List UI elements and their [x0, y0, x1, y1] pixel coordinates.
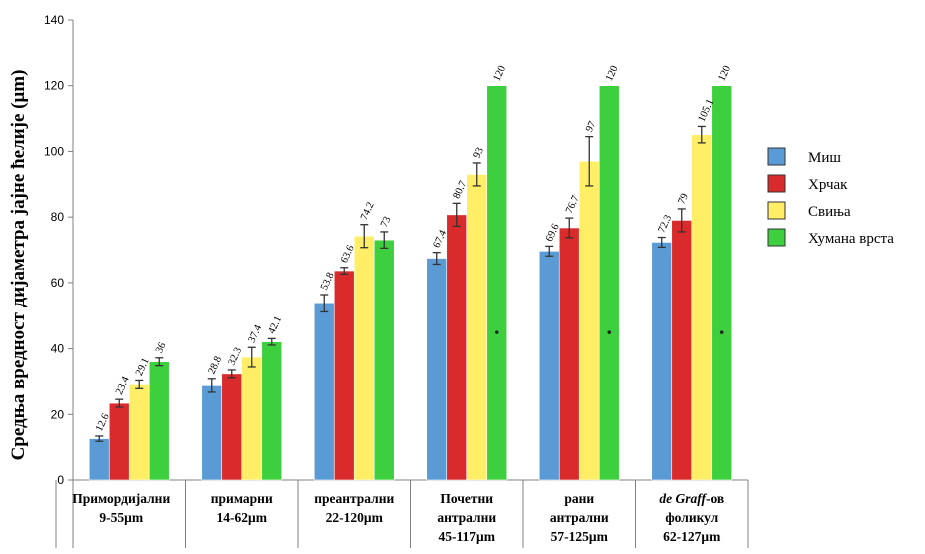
data-label: 120 [716, 64, 733, 83]
data-label: 28.8 [206, 355, 224, 376]
y-tick-label: 140 [44, 13, 64, 27]
bar [691, 134, 713, 481]
y-tick-label: 40 [51, 342, 65, 356]
y-tick-label: 0 [57, 473, 64, 487]
bar [221, 373, 243, 481]
bar [486, 85, 508, 481]
legend-swatch [767, 147, 786, 166]
legend: Миш Хрчак Свиња Хумана врста [767, 147, 894, 247]
category-label: de Graff-ов фоликул 62-127μm [659, 491, 724, 544]
data-label: 36 [154, 341, 168, 355]
category-label: Примордијални 9-55μm [72, 491, 170, 525]
bar [373, 239, 395, 481]
bar [466, 174, 488, 481]
bar [711, 85, 733, 481]
category-label: рани антрални 57-125μm [550, 491, 609, 544]
bar [538, 251, 560, 481]
y-axis-label: Средња вредност дијаметра јајне ћелије (… [8, 70, 29, 461]
bar [671, 220, 693, 481]
bar [148, 361, 170, 481]
category-label: Почетни антрални 45-117μm [437, 491, 496, 544]
data-label: 42.1 [266, 314, 284, 335]
bar [426, 258, 448, 481]
legend-swatch [767, 201, 786, 220]
legend-label: Хрчак [808, 177, 848, 193]
legend-label: Свиња [808, 204, 851, 220]
data-label: 97 [584, 120, 598, 134]
data-label: 120 [604, 64, 621, 83]
bar-marker-dot [494, 330, 499, 334]
legend-label: Миш [808, 150, 841, 166]
bar [598, 85, 620, 481]
legend-swatch [767, 228, 786, 247]
bar [578, 160, 600, 481]
y-tick-label: 120 [44, 79, 64, 93]
category-label: примарни 14-62μm [211, 491, 273, 525]
data-label: 37.4 [246, 323, 264, 345]
bar-marker-dot [607, 330, 612, 334]
bar [313, 302, 335, 481]
data-label: 73 [379, 215, 393, 229]
bar [88, 438, 110, 481]
bar-marker-dot [719, 330, 724, 334]
bar [353, 235, 375, 481]
bar [333, 270, 355, 481]
bar [651, 242, 673, 481]
category-label: преантрални 22-120μm [314, 491, 394, 525]
data-label: 74.2 [359, 201, 377, 222]
legend-swatch [767, 174, 786, 193]
data-label: 120 [491, 64, 508, 83]
bar [241, 356, 263, 481]
data-label: 79 [676, 192, 690, 206]
axes: 0 20 40 60 80 100 120 140 [44, 13, 749, 548]
bar [261, 341, 283, 481]
bar [558, 227, 580, 481]
bar [108, 402, 130, 481]
category-labels: Примордијални 9-55μm примарни 14-62μm преант… [72, 491, 724, 544]
legend-label: Хумана врста [808, 231, 894, 247]
bar [201, 385, 223, 481]
y-tick-label: 60 [51, 276, 65, 290]
bar [128, 384, 150, 481]
data-label: 93 [471, 146, 485, 160]
bar [446, 214, 468, 481]
y-tick-label: 20 [51, 407, 65, 421]
y-tick-label: 80 [51, 210, 65, 224]
bars [88, 85, 733, 481]
y-tick-label: 100 [44, 144, 64, 158]
